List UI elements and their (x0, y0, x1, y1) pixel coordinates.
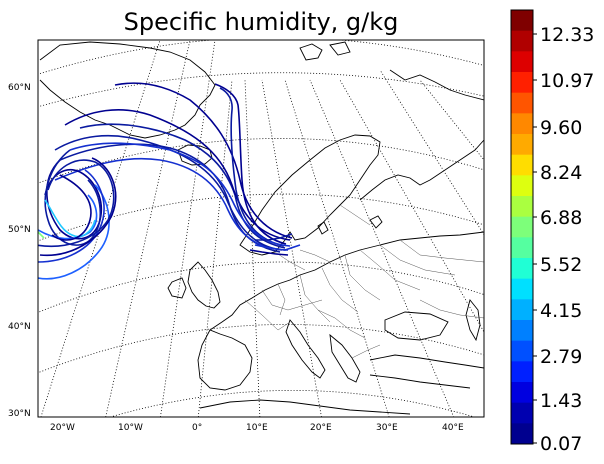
trajectory-line (38, 169, 105, 263)
lon-label-40e: 40°E (442, 423, 464, 433)
trajectory-line (114, 82, 293, 239)
colorbar-swatch (511, 299, 533, 321)
colorbar-label-1-43: 1.43 (540, 390, 582, 412)
colorbar-swatch (511, 423, 533, 445)
colorbar-swatch (511, 258, 533, 280)
colorbar-swatch (511, 216, 533, 238)
trajectory-line (44, 199, 96, 238)
trajectory-line (79, 123, 286, 249)
trajectory-line (214, 83, 287, 245)
colorbar-swatch (511, 402, 533, 424)
trajectories-layer (38, 82, 301, 280)
latitude-labels: 60°N 50°N 40°N 30°N (8, 83, 31, 419)
colorbar-swatch (511, 320, 533, 342)
colorbar-swatch (511, 154, 533, 176)
trajectory-line (39, 157, 117, 257)
lat-label-30: 30°N (8, 409, 31, 419)
colorbar-label-4-15: 4.15 (540, 300, 582, 322)
colorbar-border (510, 9, 534, 445)
trajectory-line (54, 134, 283, 251)
colorbar-swatch (511, 175, 533, 197)
graticule (38, 40, 484, 417)
colorbar-label-8-24: 8.24 (540, 162, 582, 184)
colorbar-label-2-79: 2.79 (540, 346, 582, 368)
map-title: Specific humidity, g/kg (123, 8, 399, 36)
map-area (38, 40, 484, 417)
colorbar-swatch (511, 92, 533, 114)
lat-label-60: 60°N (8, 83, 31, 93)
colorbar-swatch (511, 30, 533, 52)
trajectory-line (51, 174, 92, 241)
colorbar-swatch (511, 51, 533, 73)
colorbar-swatch (511, 134, 533, 156)
trajectory-line (219, 87, 285, 247)
trajectory-line (44, 149, 102, 246)
colorbar-label-5-52: 5.52 (540, 254, 582, 276)
lat-label-40: 40°N (8, 322, 31, 332)
colorbar-swatch (511, 113, 533, 135)
trajectory-line (38, 159, 115, 248)
colorbar-label-6-88: 6.88 (540, 207, 582, 229)
colorbar-swatch (511, 278, 533, 300)
trajectory-line (64, 109, 291, 241)
trajectory-line (54, 157, 289, 251)
colorbar-label-0-07: 0.07 (540, 433, 582, 455)
lon-label-20w: 20°W (50, 423, 75, 433)
colorbar-swatch (511, 340, 533, 362)
map-border (37, 39, 485, 418)
trajectory-line (69, 142, 291, 247)
colorbar-label-9-60: 9.60 (540, 117, 582, 139)
colorbar-label-10-97: 10.97 (540, 70, 594, 92)
longitude-labels: 20°W 10°W 0° 10°E 20°E 30°E 40°E (50, 423, 464, 433)
trajectory-line (249, 249, 289, 256)
colorbar-swatch (511, 237, 533, 259)
lat-label-50: 50°N (8, 225, 31, 235)
colorbar-swatch (511, 382, 533, 404)
trajectory-line (38, 184, 110, 280)
lon-label-20e: 20°E (310, 423, 332, 433)
trajectory-line (38, 231, 45, 239)
colorbar-swatch (511, 196, 533, 218)
country-borders (244, 204, 484, 359)
lon-label-0: 0° (192, 423, 202, 433)
colorbar-swatch (511, 361, 533, 383)
lon-label-30e: 30°E (376, 423, 398, 433)
lon-label-10e: 10°E (246, 423, 268, 433)
trajectory-line (255, 233, 293, 241)
colorbar-ticks (533, 33, 537, 444)
lon-label-10w: 10°W (118, 423, 143, 433)
colorbar-swatches (511, 10, 533, 445)
trajectory-line (254, 244, 301, 251)
colorbar: 12.33 10.97 9.60 8.24 6.88 5.52 4.15 2.7… (510, 9, 594, 455)
coastlines (39, 41, 484, 415)
colorbar-label-12-33: 12.33 (540, 24, 594, 46)
colorbar-swatch (511, 10, 533, 32)
colorbar-swatch (511, 72, 533, 94)
